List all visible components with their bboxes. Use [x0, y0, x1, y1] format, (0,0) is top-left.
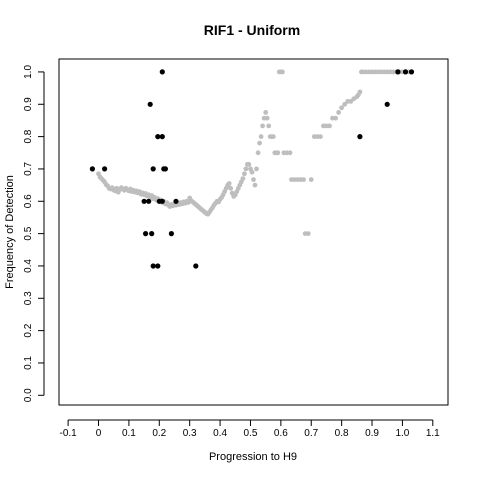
data-point — [168, 231, 174, 237]
x-tick-label: 0.7 — [304, 428, 318, 439]
x-tick-label: 0.9 — [365, 428, 379, 439]
data-point — [159, 134, 165, 140]
data-point — [342, 101, 348, 107]
y-tick-label: 0.1 — [23, 356, 34, 370]
data-point — [173, 198, 179, 204]
data-point — [193, 263, 199, 269]
data-point — [162, 166, 168, 172]
data-point — [102, 166, 108, 172]
data-point — [408, 69, 415, 75]
y-axis-label: Frequency of Detection — [4, 175, 16, 289]
data-point — [287, 150, 293, 156]
x-tick-label: 1.1 — [426, 428, 440, 439]
data-point — [318, 134, 323, 140]
x-tick-label: 0.5 — [244, 428, 258, 439]
y-tick-label: 0.8 — [23, 129, 34, 143]
y-tick-label: 0.6 — [23, 194, 34, 208]
x-tick-label: 0.2 — [152, 428, 166, 439]
chart-title: RIF1 - Uniform — [204, 22, 300, 38]
data-point — [89, 166, 95, 172]
data-point — [141, 198, 147, 204]
data-point — [255, 150, 261, 156]
data-points — [89, 69, 415, 269]
data-point — [159, 69, 165, 75]
series-1 — [89, 69, 415, 269]
y-tick-label: 0.0 — [23, 388, 34, 402]
x-tick-label: -0.1 — [60, 428, 78, 439]
data-point — [150, 263, 156, 269]
x-tick-label: 0.1 — [122, 428, 136, 439]
data-point — [228, 185, 234, 191]
data-point — [150, 166, 156, 172]
data-point — [257, 140, 262, 146]
data-point — [357, 134, 363, 140]
data-point — [270, 134, 276, 140]
data-point — [243, 166, 249, 172]
data-point — [246, 162, 252, 167]
data-point — [258, 134, 264, 140]
data-point — [327, 123, 332, 129]
x-tick-label: 0.3 — [183, 428, 197, 439]
data-point — [146, 198, 152, 204]
data-point — [254, 166, 259, 172]
data-point — [251, 177, 256, 183]
data-point — [242, 171, 247, 177]
data-point — [308, 177, 314, 183]
data-point — [249, 169, 255, 175]
data-point — [155, 134, 161, 140]
series-0 — [96, 69, 414, 237]
plot-frame — [58, 58, 449, 406]
data-point — [305, 231, 311, 237]
data-point — [275, 150, 281, 156]
data-point — [384, 101, 390, 107]
data-point — [339, 105, 344, 111]
data-point — [333, 115, 338, 121]
data-point — [260, 123, 265, 129]
x-tick-label: 0.8 — [335, 428, 349, 439]
data-point — [357, 89, 363, 95]
x-tick-label: 0 — [96, 428, 102, 439]
data-point — [280, 69, 285, 75]
x-tick-label: 0.6 — [274, 428, 288, 439]
y-tick-label: 0.5 — [23, 226, 34, 240]
data-point — [240, 176, 246, 182]
data-point — [395, 69, 401, 75]
data-point — [266, 123, 272, 129]
data-point — [301, 177, 306, 183]
data-point — [147, 101, 153, 107]
data-point — [402, 69, 409, 75]
y-tick-label: 0.9 — [23, 97, 34, 111]
data-point — [159, 198, 165, 204]
x-axis: -0.1 0 0.1 0.2 0.3 0.4 0.5 0.6 0.7 0.8 0.9 1.0 1.1 — [60, 419, 440, 439]
data-point — [264, 115, 270, 121]
y-tick-label: 0.2 — [23, 323, 34, 337]
x-tick-label: 0.4 — [213, 428, 227, 439]
y-tick-label: 1.0 — [23, 65, 34, 79]
y-axis: 0.0 0.1 0.2 0.3 0.4 0.5 0.6 0.7 0.8 0.9 1.0 — [23, 65, 45, 402]
data-point — [252, 182, 258, 188]
data-point — [226, 181, 232, 186]
data-point — [149, 231, 155, 237]
data-point — [155, 263, 161, 269]
x-axis-label: Progression to H9 — [209, 451, 297, 463]
y-tick-label: 0.7 — [23, 162, 34, 176]
data-point — [143, 231, 149, 237]
data-point — [336, 110, 341, 115]
y-tick-label: 0.3 — [23, 291, 34, 305]
y-tick-label: 0.4 — [23, 259, 34, 273]
x-tick-label: 1.0 — [395, 428, 409, 439]
data-point — [263, 110, 269, 115]
